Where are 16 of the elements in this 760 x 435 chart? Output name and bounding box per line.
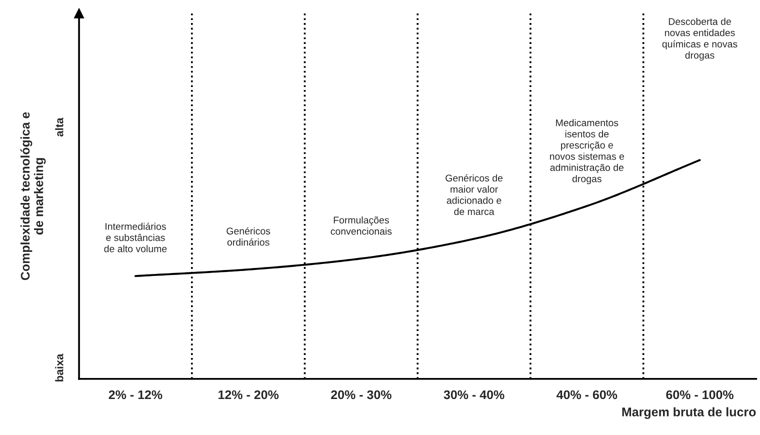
annotation: Genéricos ordinários [226,227,270,246]
x-tick-label: 20% - 30% [331,390,392,400]
y-axis-title: Complexidade tecnológica e de marketing [20,112,46,280]
x-axis-title: Margem bruta de lucro [622,407,756,419]
annotation: Genéricos de maior valor adicionado e de marca [446,174,503,216]
x-tick-label: 12% - 20% [218,390,279,400]
x-tick-label: 60% - 100% [666,390,734,400]
x-tick-label: 40% - 60% [556,390,618,400]
x-tick-label: 30% - 40% [444,390,504,400]
annotation: Intermediários e substâncias de alto volume [104,222,167,252]
annotation: Formulações convencionais [330,216,392,235]
text: alta [55,118,64,137]
text: Descoberta de novas entidades químicas e novas drogas [662,18,738,61]
text: baixa [55,354,64,382]
annotation: Medicamentos isentos de prescrição e novos sistemas e administração de drogas [550,119,624,184]
x-tick-label: 2% - 12% [108,390,162,400]
